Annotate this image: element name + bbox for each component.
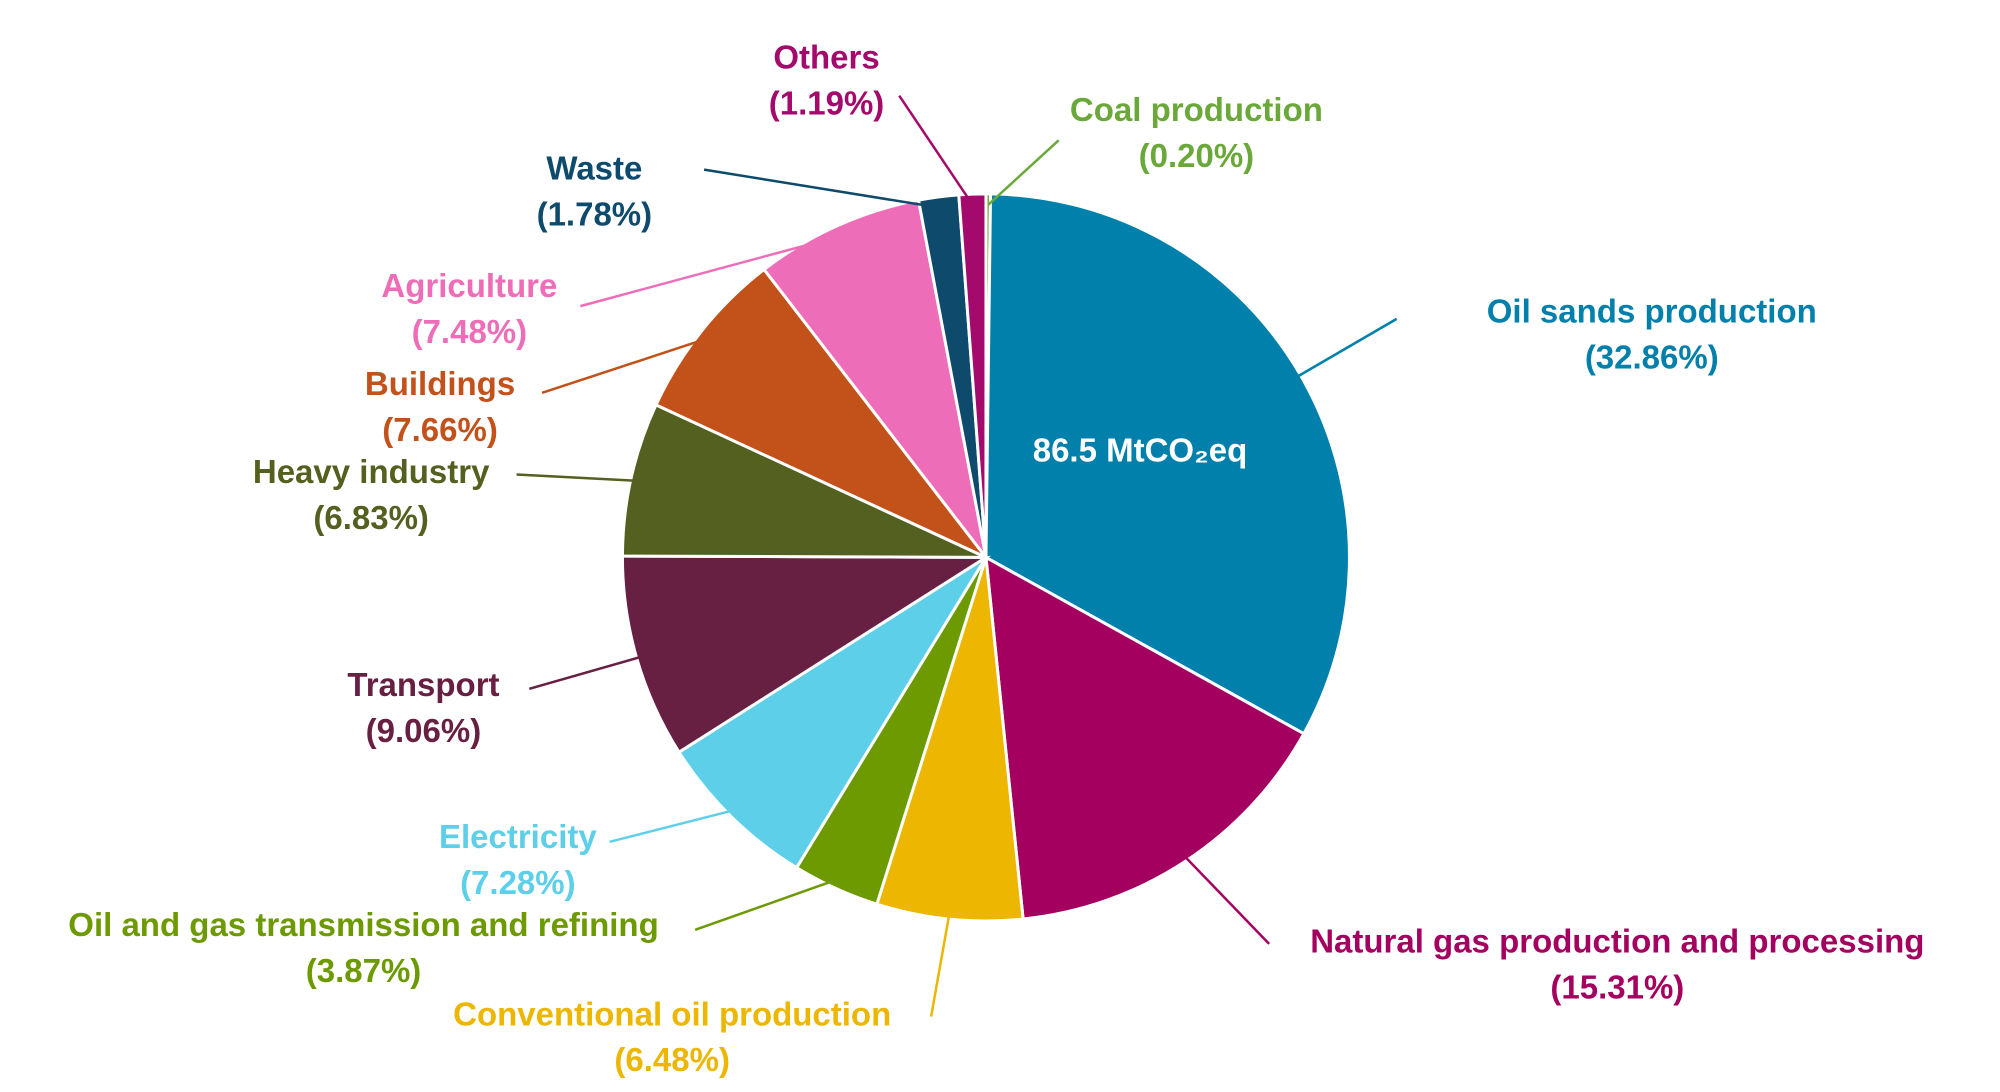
value-label: (1.78%) xyxy=(537,196,653,233)
slice-label: Coal production xyxy=(1070,91,1323,128)
value-label: (3.87%) xyxy=(306,952,422,989)
slice-label: Transport xyxy=(347,666,499,703)
leader-line xyxy=(516,473,642,483)
slice-label: Buildings xyxy=(365,365,515,402)
leader-line xyxy=(929,907,952,1017)
value-label: (7.28%) xyxy=(460,864,576,901)
pie-slice xyxy=(676,556,988,870)
leader-line xyxy=(609,807,740,844)
value-label: (0.20%) xyxy=(1139,137,1255,174)
value-label: (1.19%) xyxy=(769,85,885,122)
pie-slice xyxy=(620,402,987,559)
slice-label: Waste xyxy=(546,150,642,187)
value-label: (9.06%) xyxy=(366,712,482,749)
value-label: (6.48%) xyxy=(614,1041,730,1078)
value-label: (15.31%) xyxy=(1550,969,1684,1006)
slice-label: Oil sands production xyxy=(1487,292,1817,329)
leader-line xyxy=(987,139,1060,206)
value-label: (32.86%) xyxy=(1585,338,1719,375)
value-label: (6.83%) xyxy=(313,499,429,536)
slice-label: Electricity xyxy=(439,818,597,855)
slice-label: Agriculture xyxy=(381,267,557,304)
value-label: (7.48%) xyxy=(412,313,528,350)
pie-slice xyxy=(984,554,1306,921)
leader-line xyxy=(1290,317,1398,382)
leader-line xyxy=(703,168,941,210)
slice-label: Heavy industry xyxy=(253,453,490,490)
leader-line xyxy=(694,877,841,932)
slice-label: Oil and gas transmission and refining xyxy=(68,906,658,943)
pie-slice xyxy=(653,267,988,559)
leader-line xyxy=(541,336,711,395)
slice-label: Others xyxy=(773,39,879,76)
leader-lines xyxy=(516,94,1398,1017)
value-label: (7.66%) xyxy=(382,411,498,448)
leader-line xyxy=(1179,850,1271,945)
pie-slice xyxy=(957,192,988,558)
center-annotation: 86.5 MtCO₂eq xyxy=(1033,432,1248,469)
slice-label: Natural gas production and processing xyxy=(1310,923,1924,960)
pie xyxy=(620,192,1351,923)
leader-line xyxy=(898,94,974,206)
leader-line xyxy=(580,234,842,308)
slice-label: Conventional oil production xyxy=(453,995,891,1032)
leader-line xyxy=(528,653,648,690)
